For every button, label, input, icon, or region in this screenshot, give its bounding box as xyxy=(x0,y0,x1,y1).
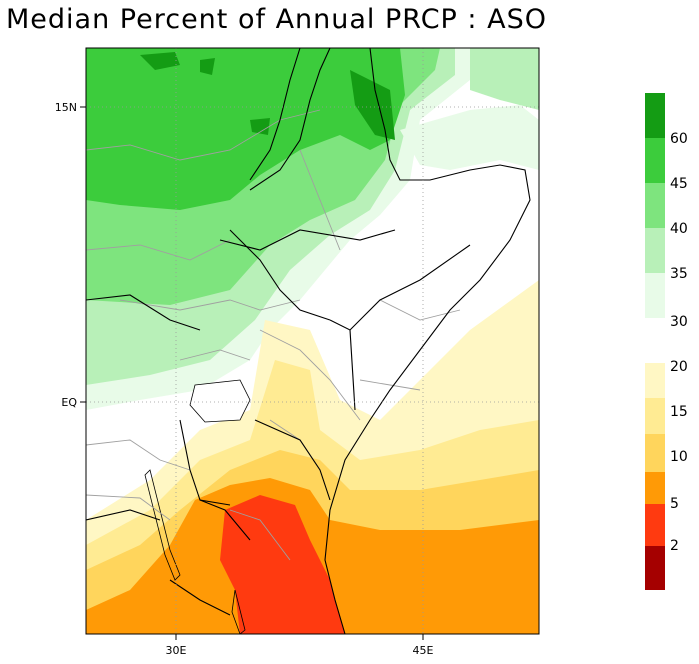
region-45-60 xyxy=(86,48,405,210)
colorbar-tick-2: 2 xyxy=(670,538,679,554)
lon-label-45e: 45E xyxy=(413,644,434,657)
lake-victoria xyxy=(189,379,251,423)
lat-label-15n: 15N xyxy=(55,101,77,114)
colorbar-tick-40: 40 xyxy=(670,221,688,237)
colorbar-swatch-warm-2 xyxy=(645,398,665,434)
coastline-and-borders xyxy=(86,48,531,634)
colorbar-tick-20: 20 xyxy=(670,359,688,375)
country-borders xyxy=(86,109,461,561)
lake-tanganyika xyxy=(144,469,181,581)
lon-label-30e: 30E xyxy=(166,644,187,657)
colorbar-swatch-green-4 xyxy=(645,138,665,183)
colorbar-tick-5: 5 xyxy=(670,496,679,512)
region-below-2 xyxy=(220,495,345,634)
map-title: Median Percent of Annual PRCP : ASO xyxy=(6,4,547,35)
colorbar-swatch-warm-3 xyxy=(645,434,665,472)
colorbar-swatch-green-3 xyxy=(645,183,665,228)
lat-label-eq: EQ xyxy=(61,396,77,409)
map-frame xyxy=(85,47,540,635)
region-35-40-east xyxy=(470,48,539,110)
colorbar-lower xyxy=(645,363,665,590)
colorbar-upper xyxy=(645,93,665,318)
colorbar-swatch-green-5 xyxy=(645,93,665,138)
map-gridlines xyxy=(86,48,539,634)
map-plot-area xyxy=(86,48,539,634)
colorbar-swatch-warm-5 xyxy=(645,504,665,546)
region-30-35-east xyxy=(400,105,539,170)
colorbar-tick-35: 35 xyxy=(670,266,688,282)
colorbar-swatch-warm-1 xyxy=(645,363,665,398)
colorbar-swatch-warm-4 xyxy=(645,472,665,504)
colorbar-swatch-green-1 xyxy=(645,273,665,318)
colorbar-tick-45: 45 xyxy=(670,176,688,192)
colorbar-tick-60: 60 xyxy=(670,131,688,147)
axis-ticks xyxy=(80,106,424,640)
colorbar-tick-10: 10 xyxy=(670,449,688,465)
lake-malawi xyxy=(231,589,246,634)
colorbar-tick-30: 30 xyxy=(670,314,688,330)
colorbar-swatch-green-2 xyxy=(645,228,665,273)
colorbar-swatch-warm-6 xyxy=(645,546,665,590)
colorbar-tick-15: 15 xyxy=(670,404,688,420)
region-60-plus xyxy=(140,52,395,140)
